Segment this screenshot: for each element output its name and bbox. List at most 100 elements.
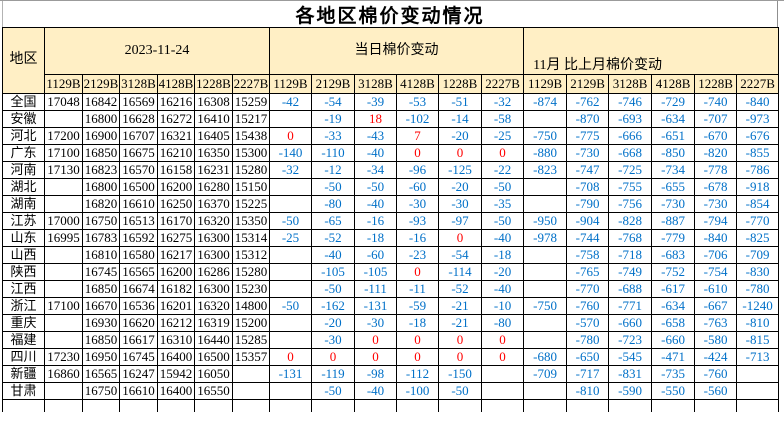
daily-change-cell: -20 (438, 178, 482, 196)
monthly-change-cell: -713 (736, 348, 780, 366)
daily-change-cell: -18 (480, 246, 525, 264)
daily-change-cell: -20 (438, 127, 482, 145)
cropped-cell (566, 399, 610, 412)
price-cell: 16400 (157, 348, 195, 366)
cropped-cell (119, 399, 158, 412)
price-cell: 17200 (44, 127, 83, 145)
monthly-change-cell: -590 (608, 382, 653, 400)
cotton-price-table: 地区 2023-11-24 当日棉价变动 11月 比上月棉价变动 1129B 21… (2, 27, 780, 412)
daily-change-cell: -16 (396, 229, 439, 247)
monthly-change-cell: -918 (736, 178, 780, 196)
grade-code-header: 2227B (480, 74, 525, 94)
monthly-change-cell (736, 382, 780, 400)
price-cell: 16800 (82, 178, 120, 196)
price-cell: 16745 (119, 348, 158, 366)
price-cell: 16565 (82, 365, 120, 383)
price-cell: 16500 (194, 348, 233, 366)
price-cell: 15150 (232, 178, 270, 196)
cropped-cell (523, 399, 568, 412)
table-row: 重庆 16930 16620 16212 16319 15200 -20 -30 -18 -21-… (2, 314, 780, 332)
price-cell: 16286 (194, 263, 233, 281)
monthly-change-cell: -570 (566, 314, 610, 332)
monthly-change-cell: -770 (736, 212, 780, 230)
daily-change-cell: -52 (311, 229, 355, 247)
daily-change-cell: -96 (396, 161, 439, 179)
table-row: 河北 17200 16900 16707 16321 16405 15438 0 -33 -43 7… (2, 127, 780, 145)
daily-change-cell: -162 (311, 297, 355, 315)
daily-change-cell: 0 (354, 348, 397, 366)
daily-change-cell: 0 (396, 348, 439, 366)
window-top-edge (0, 0, 784, 1)
table-row: 甘肃 16750 16610 16400 16550 -50 -40 -100 -50 -810-… (2, 382, 780, 400)
region-cell: 河南 (2, 161, 45, 179)
daily-change-cell: -30 (354, 314, 397, 332)
price-cell: 16200 (157, 263, 195, 281)
price-cell: 15438 (232, 127, 270, 145)
daily-change-cell: -114 (438, 263, 482, 281)
price-cell: 16310 (157, 331, 195, 349)
monthly-change-cell (523, 246, 568, 264)
monthly-change-cell: -775 (566, 127, 610, 145)
price-cell: 16400 (157, 382, 195, 400)
daily-change-cell (269, 280, 312, 298)
daily-change-cell: -43 (354, 127, 397, 145)
daily-change-cell: 0 (396, 263, 439, 281)
monthly-change-cell: -634 (651, 297, 696, 315)
monthly-change-cell: -880 (523, 144, 568, 162)
cropped-cell (438, 399, 482, 412)
price-cell: 16405 (194, 127, 233, 145)
cropped-cell (311, 399, 355, 412)
daily-change-cell: -50 (269, 297, 312, 315)
monthly-change-cell: -770 (566, 280, 610, 298)
daily-change-cell: -150 (438, 365, 482, 383)
price-cell: 16275 (157, 229, 195, 247)
price-cell: 16320 (194, 297, 233, 315)
price-cell: 16850 (82, 144, 120, 162)
daily-change-cell: -98 (354, 365, 397, 383)
daily-change-cell: -60 (354, 246, 397, 264)
monthly-change-cell: -550 (651, 382, 696, 400)
monthly-change-cell: -749 (608, 263, 653, 281)
monthly-change-cell: -670 (694, 127, 738, 145)
daily-change-cell: -40 (480, 280, 525, 298)
region-cell: 河北 (2, 127, 45, 145)
monthly-change-cell: -823 (523, 161, 568, 179)
price-cell: 16783 (82, 229, 120, 247)
monthly-change-cell: -683 (651, 246, 696, 264)
price-cell: 15357 (232, 348, 270, 366)
monthly-change-cell: -680 (523, 348, 568, 366)
daily-change-cell (269, 246, 312, 264)
daily-change-cell: -30 (438, 195, 482, 213)
monthly-change-cell: -760 (694, 365, 738, 383)
monthly-change-cell: -830 (736, 263, 780, 281)
grade-code-header: 1129B (523, 74, 568, 94)
daily-change-cell: -131 (269, 365, 312, 383)
cropped-cell (269, 399, 312, 412)
price-cell: 16592 (119, 229, 158, 247)
cropped-cell (736, 399, 780, 412)
price-cell: 16212 (157, 314, 195, 332)
monthly-change-cell: -693 (608, 110, 653, 128)
table-row: 福建 16850 16617 16310 16440 15285 -30 0 0 0 0 -780 -7… (2, 331, 780, 349)
price-cell (44, 195, 83, 213)
price-cell: 16565 (119, 263, 158, 281)
daily-change-cell: -50 (480, 178, 525, 196)
price-cell: 16536 (119, 297, 158, 315)
daily-change-cell: -20 (480, 263, 525, 281)
monthly-change-cell: -610 (694, 280, 738, 298)
monthly-change-cell (523, 195, 568, 213)
grade-code-header: 4128B (157, 74, 195, 94)
price-cell: 16950 (82, 348, 120, 366)
price-cell: 15285 (232, 331, 270, 349)
daily-change-cell: -50 (269, 212, 312, 230)
price-cell: 15942 (157, 365, 195, 383)
daily-change-cell: -111 (354, 280, 397, 298)
monthly-change-cell: -780 (736, 280, 780, 298)
price-cell: 16370 (194, 195, 233, 213)
grade-code-header: 1129B (44, 74, 83, 94)
cropped-cell (608, 399, 653, 412)
monthly-change-cell: -734 (651, 161, 696, 179)
monthly-change-cell (523, 280, 568, 298)
daily-change-cell: -33 (311, 127, 355, 145)
price-cell (232, 365, 270, 383)
